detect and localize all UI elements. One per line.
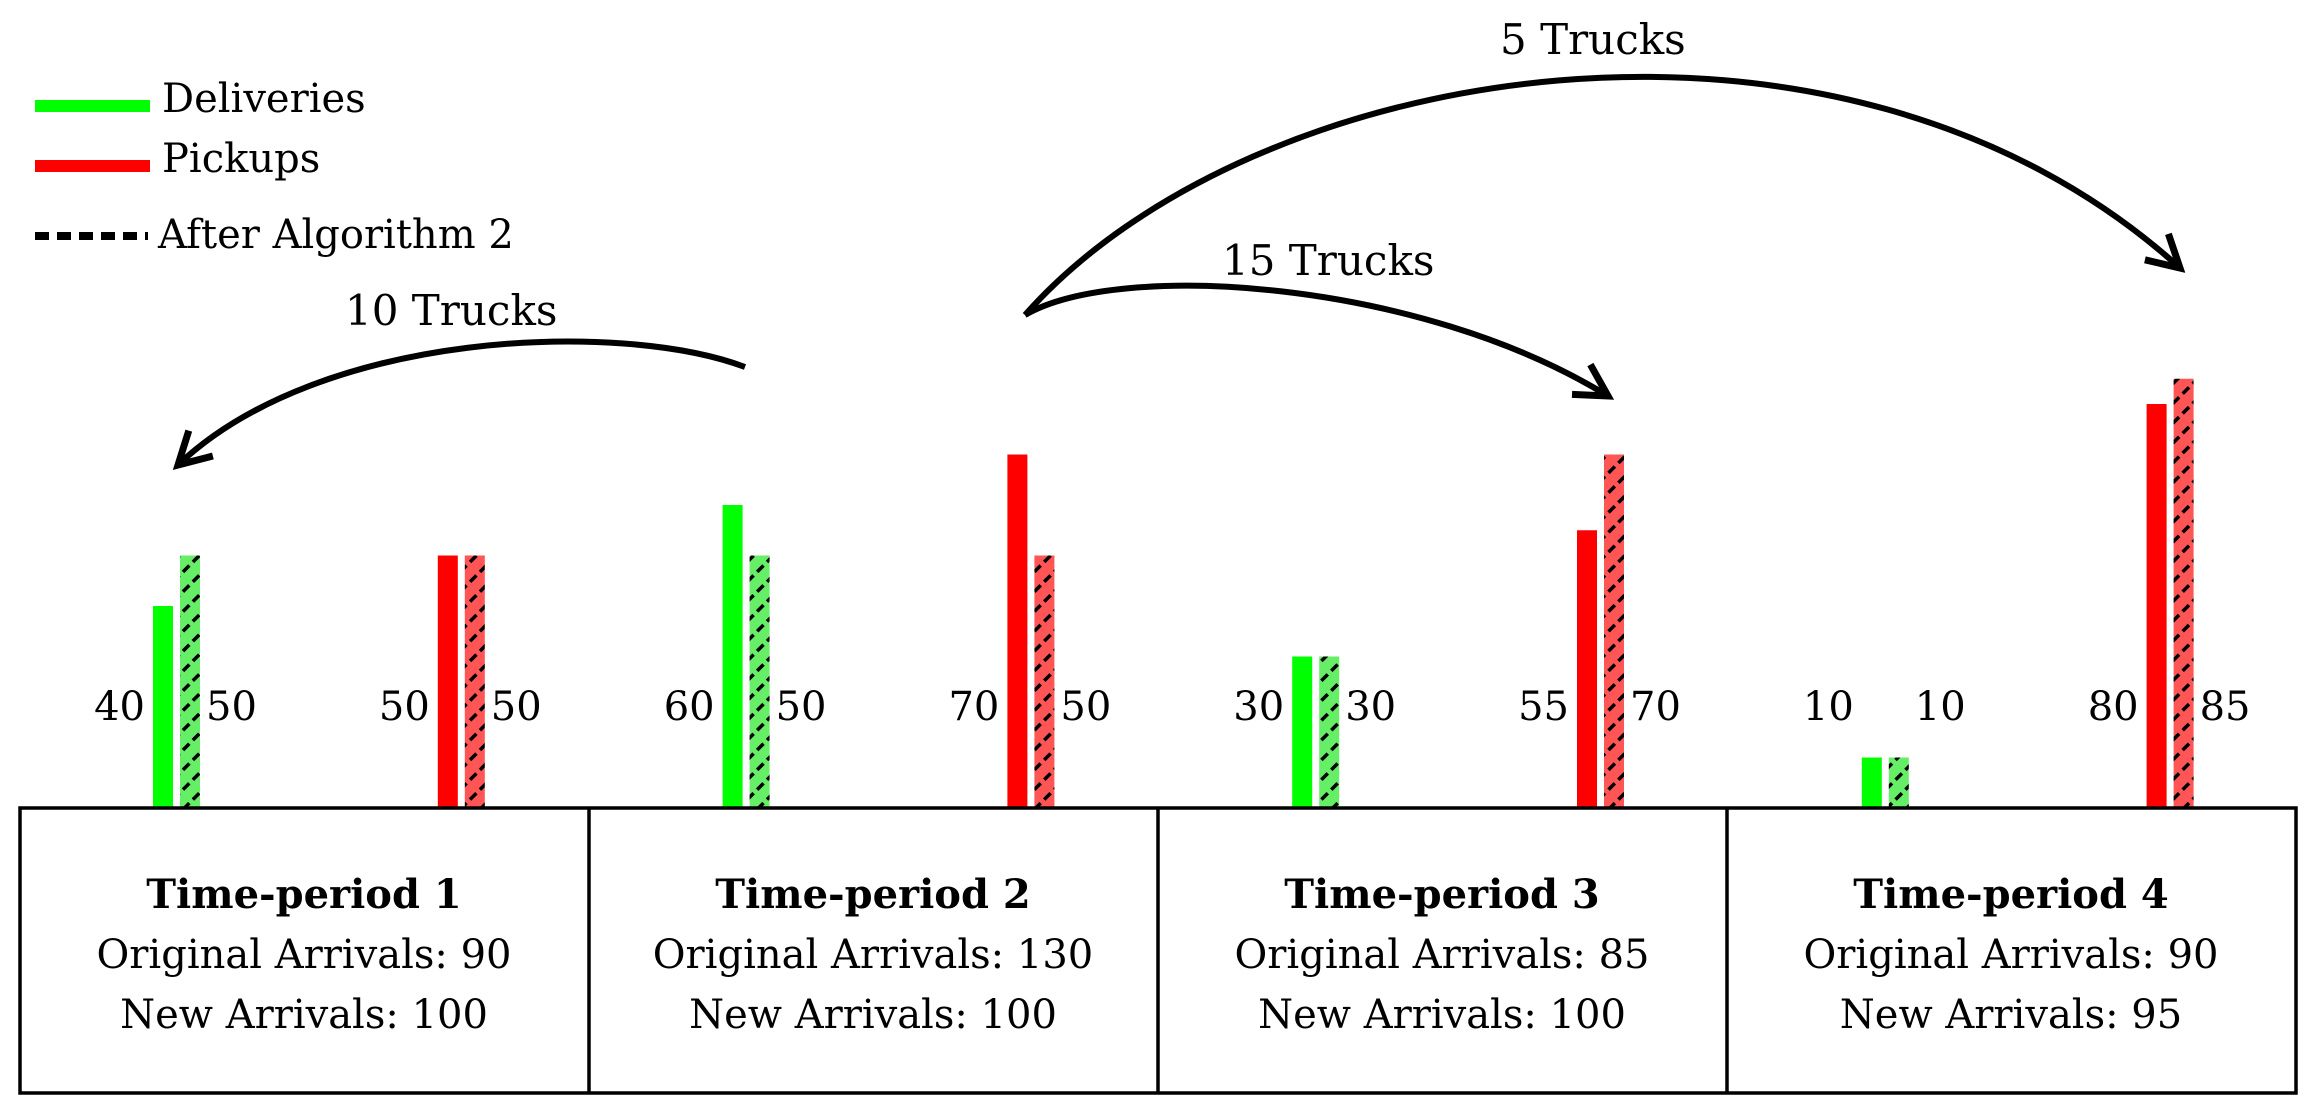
period-new-arrivals: New Arrivals: 100 [1258, 992, 1626, 1038]
bar-pickups-original-2 [437, 555, 458, 808]
legend-pickups-label: Pickups [162, 136, 320, 182]
bar-deliveries-original-3 [722, 505, 743, 808]
bar-label-original-1: 40 [94, 684, 145, 730]
bar-pickups-after-6 [1604, 454, 1624, 808]
shift-arc-15-trucks [1023, 282, 1608, 396]
period-title: Time-period 3 [1284, 871, 1599, 918]
period-original-arrivals: Original Arrivals: 130 [653, 932, 1093, 978]
period-new-arrivals: New Arrivals: 100 [120, 992, 488, 1038]
bar-deliveries-original-7 [1861, 757, 1882, 808]
bar-pickups-after-8 [2173, 378, 2194, 808]
bar-deliveries-after-1 [180, 555, 200, 808]
bar-label-after-3: 50 [776, 684, 827, 730]
shift-arc-10-trucks [178, 338, 747, 465]
bar-label-after-1: 50 [206, 684, 257, 730]
legend-deliveries-label: Deliveries [162, 76, 366, 122]
bar-deliveries-original-1 [153, 606, 173, 808]
period-original-arrivals: Original Arrivals: 90 [97, 932, 512, 978]
period-cell-3: Time-period 3 Original Arrivals: 85 New … [1235, 871, 1650, 1038]
bar-pickups-original-6 [1577, 530, 1597, 808]
bar-label-after-8: 85 [2200, 684, 2251, 730]
bar-label-original-5: 30 [1233, 684, 1284, 730]
shift-label-15-trucks: 15 Trucks [1222, 236, 1434, 285]
legend-after-label: After Algorithm 2 [157, 212, 514, 258]
bar-label-original-7: 10 [1803, 684, 1854, 730]
legend-pickups-swatch [35, 160, 150, 172]
bar-label-original-6: 55 [1518, 684, 1569, 730]
legend: Deliveries Pickups After Algorithm 2 [35, 76, 514, 258]
bar-label-after-4: 50 [1060, 684, 1111, 730]
bar-pickups-after-2 [464, 555, 485, 808]
bar-label-after-2: 50 [491, 684, 542, 730]
bar-group: 40 50 50 50 60 50 70 50 30 30 55 70 10 10 80 85 [94, 378, 2251, 808]
period-cell-4: Time-period 4 Original Arrivals: 90 New … [1804, 871, 2219, 1038]
bar-label-original-8: 80 [2088, 684, 2139, 730]
bar-label-original-4: 70 [948, 684, 999, 730]
bar-pickups-original-8 [2146, 404, 2167, 808]
shift-label-5-trucks: 5 Trucks [1500, 15, 1686, 64]
period-cell-2: Time-period 2 Original Arrivals: 130 New… [653, 871, 1093, 1038]
period-new-arrivals: New Arrivals: 100 [689, 992, 1057, 1038]
period-title: Time-period 2 [715, 871, 1030, 918]
bar-pickups-original-4 [1007, 454, 1028, 808]
period-table: Time-period 1 Original Arrivals: 90 New … [18, 806, 2298, 1095]
bar-deliveries-after-3 [749, 555, 770, 808]
period-title: Time-period 1 [146, 871, 461, 918]
bar-deliveries-after-5 [1319, 656, 1340, 808]
shift-arcs: 10 Trucks 15 Trucks 5 Trucks [178, 15, 2180, 465]
bar-deliveries-original-5 [1292, 656, 1313, 808]
bar-label-original-2: 50 [379, 684, 430, 730]
bar-pickups-after-4 [1034, 555, 1055, 808]
period-original-arrivals: Original Arrivals: 90 [1804, 932, 2219, 978]
period-title: Time-period 4 [1853, 871, 2168, 918]
period-original-arrivals: Original Arrivals: 85 [1235, 932, 1650, 978]
legend-deliveries-swatch [35, 100, 150, 112]
bar-label-original-3: 60 [664, 684, 715, 730]
bar-label-after-7: 10 [1915, 684, 1966, 730]
bar-label-after-6: 70 [1630, 684, 1681, 730]
period-cell-1: Time-period 1 Original Arrivals: 90 New … [97, 871, 512, 1038]
bar-deliveries-after-7 [1888, 757, 1909, 808]
shift-label-10-trucks: 10 Trucks [345, 286, 557, 335]
bar-label-after-5: 30 [1345, 684, 1396, 730]
shift-arc-5-trucks [1022, 73, 2180, 317]
period-new-arrivals: New Arrivals: 95 [1840, 992, 2182, 1038]
